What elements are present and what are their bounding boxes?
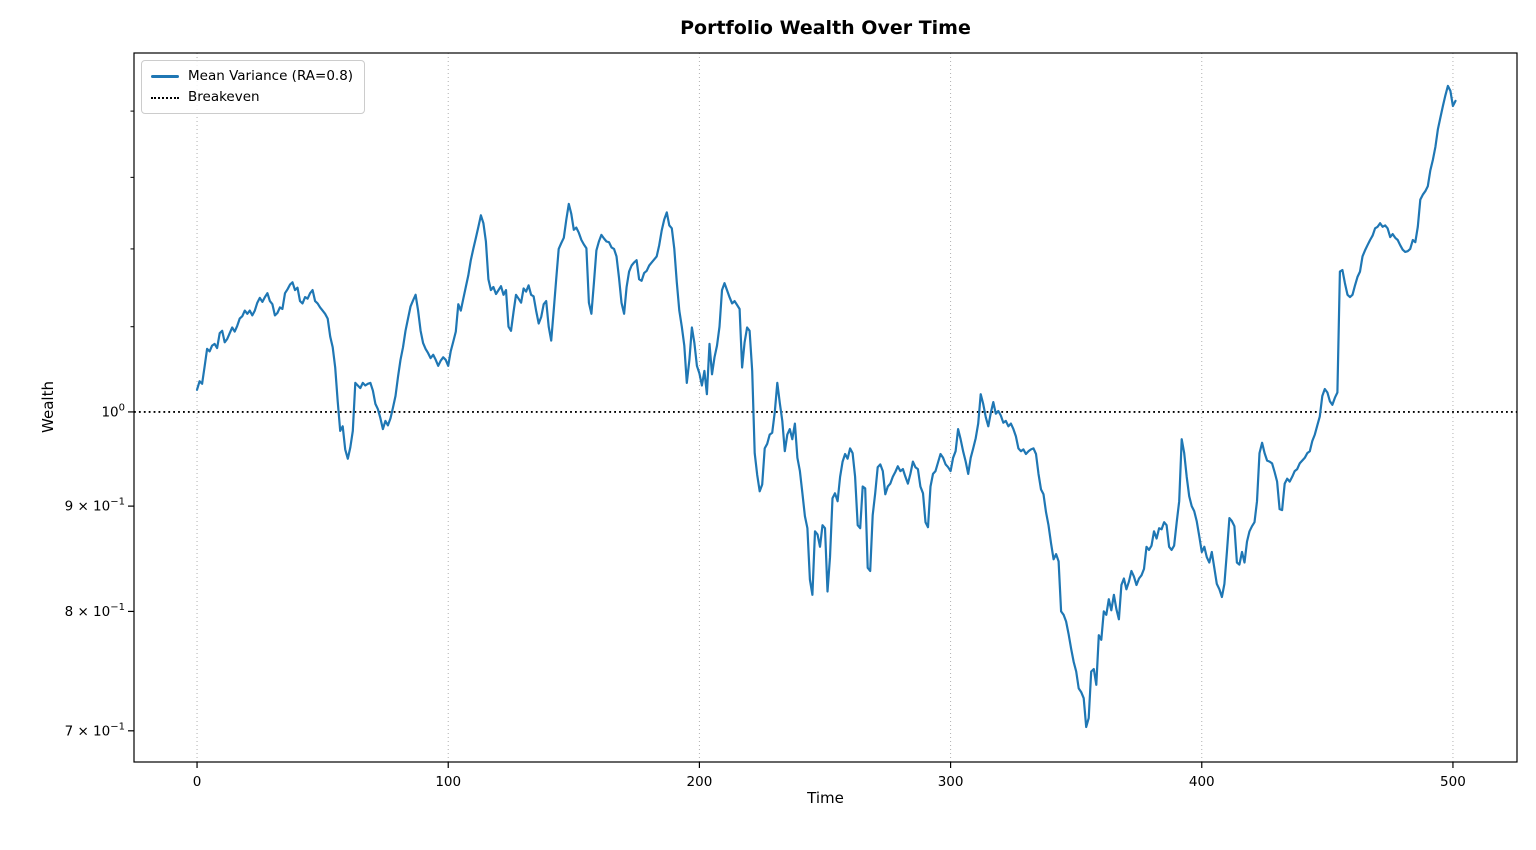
y-tick-labels: 100 9 × 10−1 8 × 10−1 7 × 10−1 [65, 402, 134, 739]
chart-title: Portfolio Wealth Over Time [680, 17, 971, 39]
svg-text:300: 300 [938, 774, 964, 790]
y-axis-label: Wealth [39, 381, 57, 433]
legend-item-mean-variance: Mean Variance (RA=0.8) [151, 66, 353, 87]
svg-text:400: 400 [1189, 774, 1215, 790]
mean-variance-line-swatch [151, 75, 179, 78]
legend-label-mean-variance: Mean Variance (RA=0.8) [188, 68, 354, 84]
y-minor-ticks [130, 110, 134, 328]
axes-frame [133, 52, 1518, 763]
legend: Mean Variance (RA=0.8) Breakeven [141, 60, 366, 114]
breakeven-line-swatch [151, 96, 179, 99]
x-axis-label: Time [807, 789, 844, 807]
gridlines [196, 53, 1454, 762]
svg-text:0: 0 [193, 774, 202, 790]
wealth-line [195, 84, 1457, 729]
svg-text:200: 200 [687, 774, 713, 790]
svg-text:100: 100 [101, 402, 125, 420]
x-tick-labels: 0 100 200 300 400 500 [193, 762, 1466, 790]
legend-label-breakeven: Breakeven [188, 89, 260, 105]
svg-text:8 × 10−1: 8 × 10−1 [65, 602, 125, 620]
legend-item-breakeven: Breakeven [151, 87, 353, 108]
svg-text:500: 500 [1440, 774, 1466, 790]
svg-text:7 × 10−1: 7 × 10−1 [65, 721, 125, 739]
svg-text:100: 100 [435, 774, 461, 790]
svg-text:9 × 10−1: 9 × 10−1 [65, 497, 125, 515]
